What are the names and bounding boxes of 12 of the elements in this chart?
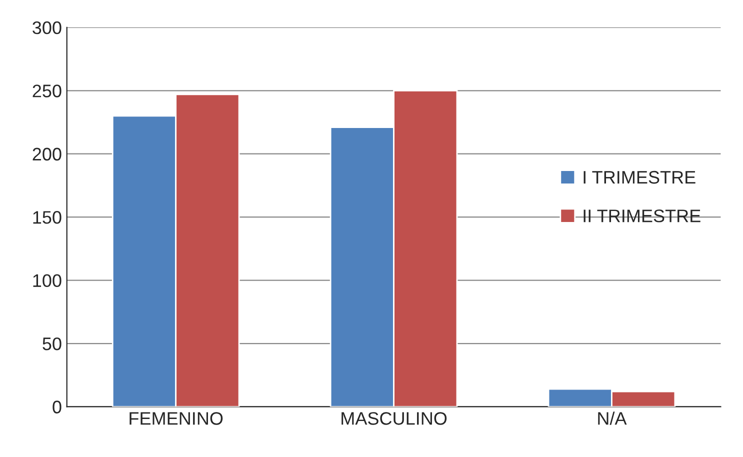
y-tick-label: 200 <box>32 148 62 161</box>
x-tick-label: MASCULINO <box>342 412 447 425</box>
y-tick-label: 250 <box>32 84 62 98</box>
x-tick-label: FEMENINO <box>130 412 223 425</box>
legend-label: II TRIMESTRE <box>584 210 700 222</box>
y-tick-label: 50 <box>42 337 62 350</box>
y-tick-label: 300 <box>32 21 62 34</box>
y-tick-label: 150 <box>33 211 62 224</box>
x-tick-label: N/A <box>598 412 627 425</box>
y-tick-label: 100 <box>33 274 62 288</box>
legend-label: I TRIMESTRE <box>584 170 696 184</box>
y-tick-label: 0 <box>52 400 62 414</box>
